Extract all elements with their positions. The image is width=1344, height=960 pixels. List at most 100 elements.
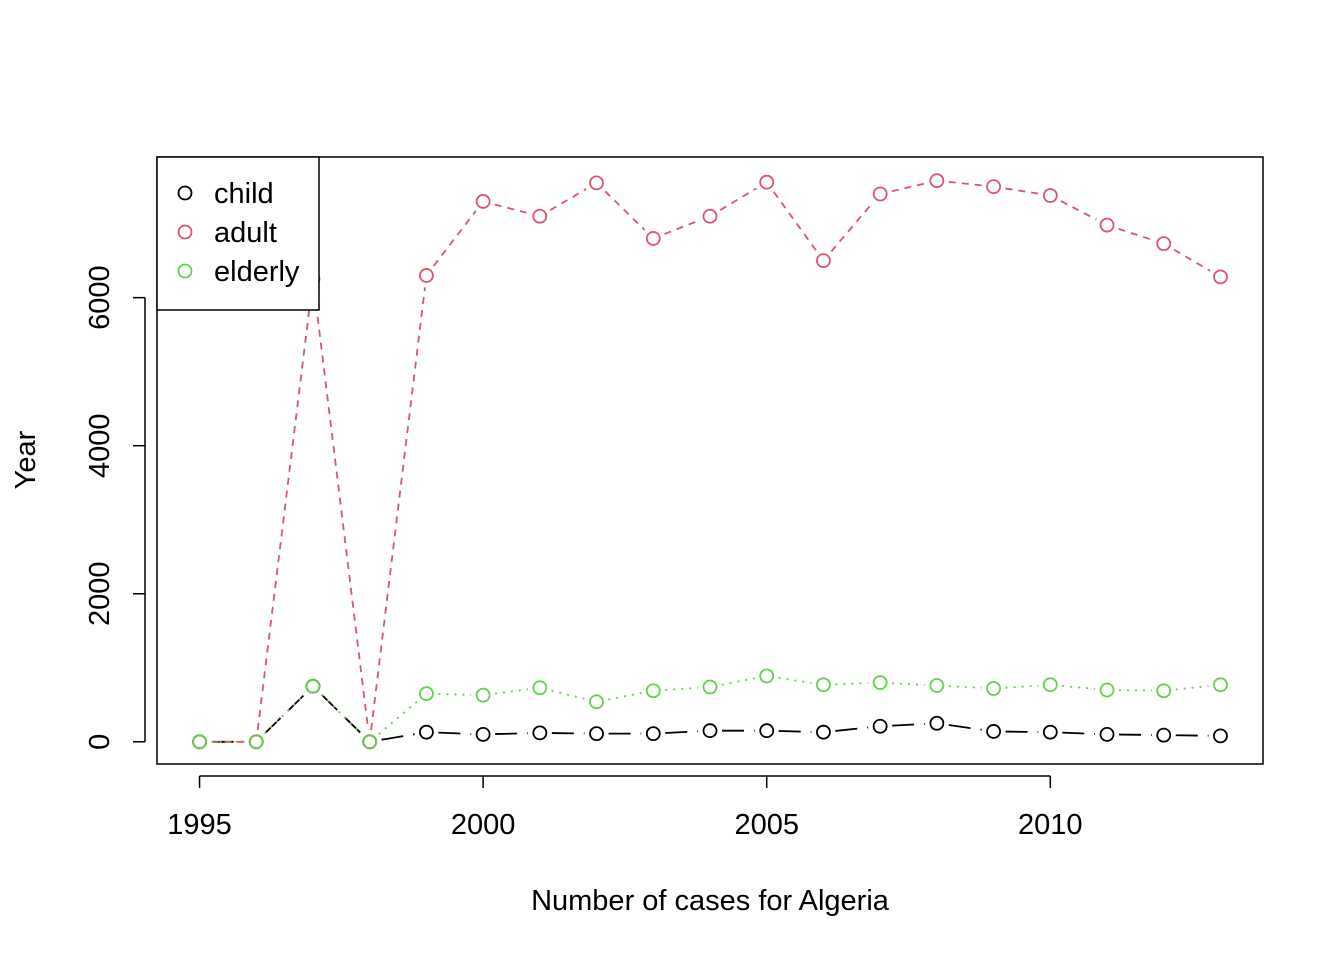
data-point	[419, 686, 434, 702]
data-point	[816, 724, 831, 740]
data-point	[532, 725, 548, 741]
series-segment	[381, 733, 415, 741]
data-point	[702, 679, 718, 695]
series-segment	[378, 700, 418, 735]
x-axis: 1995 2000 2005 2010	[167, 775, 1083, 841]
data-point	[305, 678, 321, 694]
series-segment	[773, 191, 818, 252]
series-segment	[256, 290, 313, 730]
series-segment	[494, 203, 529, 215]
legend-marker	[177, 263, 193, 279]
data-point	[759, 174, 775, 190]
data-point	[362, 734, 378, 750]
series-segment	[830, 202, 874, 253]
data-point	[475, 687, 491, 703]
data-point	[1156, 683, 1172, 699]
data-point	[589, 726, 604, 742]
data-point	[872, 186, 888, 202]
data-point	[248, 734, 264, 750]
legend-label: elderly	[214, 256, 300, 288]
series-segment	[1062, 684, 1096, 690]
data-point	[1099, 682, 1115, 698]
series-segment	[370, 287, 426, 730]
data-point	[816, 253, 831, 269]
series-segment	[495, 732, 528, 735]
series-segment	[778, 676, 812, 684]
data-point	[645, 726, 661, 742]
y-tick-label: 0	[84, 734, 116, 750]
data-point	[702, 208, 718, 224]
x-tick-label: 2005	[734, 809, 799, 841]
legend-marker	[177, 185, 193, 201]
series-segment	[494, 688, 529, 695]
data-point	[589, 175, 604, 191]
data-point	[702, 723, 718, 739]
data-point	[986, 724, 1001, 739]
data-point	[475, 726, 491, 742]
series-layer	[192, 173, 1228, 750]
data-point	[1042, 188, 1058, 203]
series-segment	[948, 181, 982, 187]
series-segment	[320, 694, 362, 735]
data-point	[986, 179, 1001, 195]
data-point	[645, 683, 661, 699]
legend: child adult elderly	[156, 156, 320, 311]
data-point	[1213, 728, 1228, 744]
series-segment	[438, 731, 472, 735]
series-segment	[835, 682, 869, 686]
series-segment	[665, 730, 699, 734]
series-segment	[1173, 248, 1211, 272]
data-point	[645, 231, 661, 246]
data-point	[1156, 236, 1172, 252]
data-point	[1213, 677, 1228, 693]
data-point	[532, 680, 548, 696]
series-adult	[192, 173, 1228, 750]
x-tick-label: 2010	[1018, 809, 1083, 841]
series-segment	[891, 182, 926, 193]
y-tick-label: 4000	[84, 413, 116, 478]
y-tick-label: 6000	[84, 265, 116, 330]
series-segment	[432, 210, 477, 267]
series-segment	[1005, 187, 1039, 195]
data-point	[419, 724, 434, 740]
plot-frame	[156, 156, 1264, 765]
y-axis: 0 2000 4000 6000	[84, 265, 146, 750]
series-segment	[719, 187, 757, 211]
data-point	[1099, 726, 1115, 742]
legend-marker	[177, 224, 193, 240]
series-elderly	[192, 668, 1228, 750]
series-segment	[608, 692, 642, 701]
x-tick-label: 1995	[167, 809, 232, 841]
data-point	[929, 678, 945, 693]
data-point	[872, 718, 888, 734]
data-point	[1156, 727, 1172, 743]
series-segment	[551, 689, 586, 700]
series-segment	[438, 693, 472, 696]
x-axis-label: Number of cases for Algeria	[531, 885, 890, 917]
data-point	[929, 715, 945, 731]
data-point	[589, 694, 604, 710]
series-segment	[665, 686, 699, 691]
data-point	[1042, 724, 1058, 740]
series-segment	[604, 190, 646, 231]
data-point	[929, 173, 945, 189]
legend-label: child	[214, 178, 274, 210]
data-point	[475, 194, 491, 209]
data-point	[192, 734, 207, 750]
data-point	[816, 677, 831, 693]
series-segment	[1175, 685, 1209, 691]
data-point	[759, 723, 775, 739]
series-segment	[721, 677, 756, 686]
series-segment	[892, 723, 925, 727]
data-point	[759, 668, 775, 684]
series-segment	[948, 685, 982, 689]
series-segment	[1118, 227, 1153, 241]
series-segment	[664, 219, 700, 235]
data-point	[986, 681, 1001, 696]
series-segment	[835, 726, 869, 732]
legend-label: adult	[214, 217, 277, 249]
series-segment	[1005, 684, 1039, 689]
data-point	[1213, 269, 1228, 285]
series-segment	[892, 682, 925, 686]
